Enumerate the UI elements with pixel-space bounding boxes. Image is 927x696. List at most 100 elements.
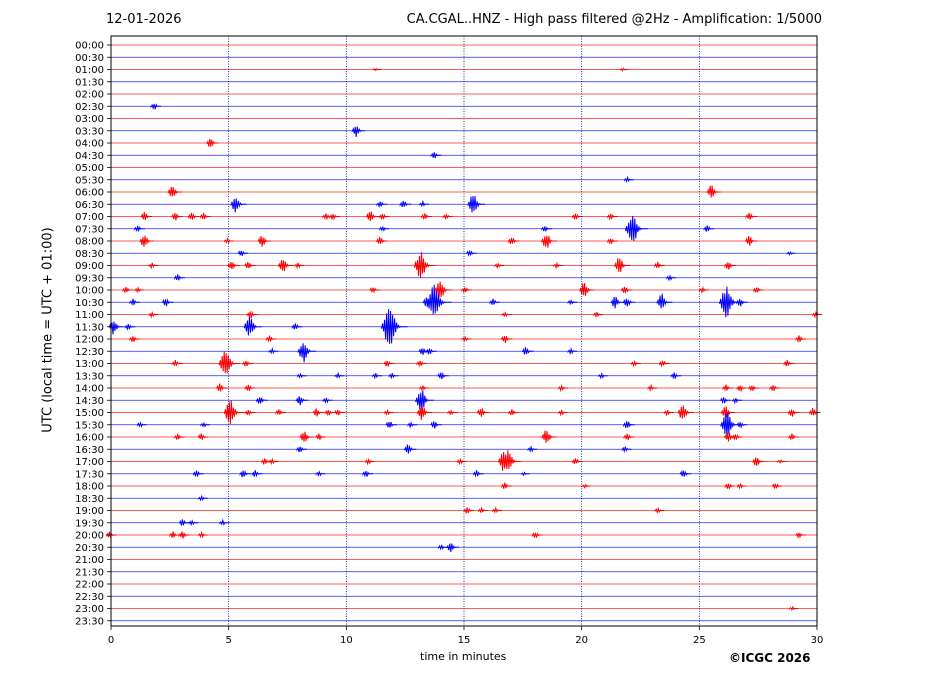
event-burst <box>136 421 147 428</box>
event-burst <box>703 225 715 232</box>
event-burst <box>571 458 583 464</box>
event-burst <box>275 409 286 415</box>
x-axis-ticks: 0 5 10 15 20 25 30 <box>108 626 823 646</box>
event-burst <box>257 235 271 247</box>
y-tick-label: 20:30 <box>75 543 104 554</box>
x-tick-label: 5 <box>225 635 231 646</box>
event-burst <box>647 383 658 393</box>
event-burst <box>456 457 467 466</box>
event-burst <box>489 298 501 305</box>
event-burst <box>218 351 240 374</box>
event-burst <box>625 215 649 241</box>
event-burst <box>174 274 185 281</box>
event-burst <box>178 519 190 526</box>
y-tick-label: 13:30 <box>75 371 104 382</box>
event-burst <box>610 296 624 309</box>
event-burst <box>789 605 798 612</box>
event-burst <box>171 213 183 221</box>
x-tick-label: 0 <box>108 635 114 646</box>
event-burst <box>369 286 381 294</box>
event-burst <box>334 409 345 416</box>
y-tick-label: 12:00 <box>75 335 104 346</box>
event-burst <box>732 397 743 405</box>
y-tick-label: 02:30 <box>75 102 104 113</box>
y-tick-label: 15:30 <box>75 420 104 431</box>
event-burst <box>122 286 133 293</box>
event-burst <box>372 67 382 72</box>
event-burst <box>706 185 721 198</box>
event-burst <box>188 519 199 527</box>
event-burst <box>722 384 734 392</box>
event-burst <box>296 446 308 453</box>
event-burst <box>174 433 185 440</box>
event-burst <box>607 238 618 246</box>
event-burst <box>500 335 513 343</box>
event-burst <box>421 213 432 220</box>
event-burst <box>607 213 618 221</box>
copyright-notice: ©ICGC 2026 <box>729 651 811 665</box>
event-burst <box>593 311 604 319</box>
event-burst <box>522 347 534 355</box>
event-burst <box>379 225 390 232</box>
y-axis-label: UTC (local time = UTC + 01:00) <box>40 227 56 433</box>
y-tick-label: 18:00 <box>75 482 104 493</box>
y-tick-label: 09:00 <box>75 261 104 272</box>
event-burst <box>466 250 477 257</box>
event-burst <box>446 543 459 553</box>
y-tick-label: 17:00 <box>75 457 104 468</box>
event-burst <box>407 421 418 429</box>
x-tick-label: 20 <box>575 635 588 646</box>
event-burst <box>294 262 305 270</box>
event-burst <box>268 346 279 355</box>
event-burst <box>378 213 390 221</box>
event-burst <box>582 483 591 489</box>
event-burst <box>434 281 453 299</box>
event-burst <box>324 409 336 417</box>
event-burst <box>244 384 256 391</box>
event-burst <box>216 383 228 392</box>
event-burst <box>809 408 821 416</box>
event-burst <box>150 103 162 111</box>
y-tick-label: 12:30 <box>75 347 104 358</box>
y-tick-label: 08:00 <box>75 237 104 248</box>
event-burst <box>664 409 674 417</box>
event-burst <box>224 237 234 244</box>
event-burst <box>169 531 181 538</box>
y-tick-label: 06:00 <box>75 188 104 199</box>
event-burst <box>531 532 543 538</box>
event-burst <box>296 372 307 379</box>
event-burst <box>679 470 692 477</box>
event-burst <box>329 213 341 221</box>
y-tick-label: 02:00 <box>75 90 104 101</box>
x-tick-label: 25 <box>693 635 706 646</box>
event-burst <box>251 470 263 478</box>
event-burst <box>129 298 141 306</box>
event-burst <box>788 433 799 440</box>
y-tick-label: 17:30 <box>75 469 104 480</box>
event-burst <box>720 412 741 439</box>
y-tick-label: 20:00 <box>75 531 104 542</box>
event-burst <box>748 385 759 392</box>
y-tick-label: 08:30 <box>75 249 104 260</box>
event-burst <box>415 390 434 412</box>
event-burst <box>527 445 538 453</box>
y-tick-label: 11:30 <box>75 322 104 333</box>
event-burst <box>437 371 449 380</box>
event-burst <box>783 360 795 367</box>
event-burst <box>795 335 806 344</box>
event-burst <box>541 235 558 248</box>
y-tick-label: 15:00 <box>75 408 104 419</box>
event-burst <box>134 286 145 294</box>
y-tick-label: 11:00 <box>75 310 104 321</box>
event-burst <box>753 287 764 293</box>
event-burst <box>502 450 521 470</box>
event-burst <box>376 201 388 209</box>
event-burst <box>365 457 375 466</box>
event-burst <box>256 397 268 404</box>
event-burst <box>291 323 303 330</box>
event-burst <box>139 235 154 247</box>
y-tick-label: 14:00 <box>75 384 104 395</box>
event-burst <box>619 67 629 72</box>
event-burst <box>381 309 408 344</box>
event-burst <box>558 384 568 393</box>
